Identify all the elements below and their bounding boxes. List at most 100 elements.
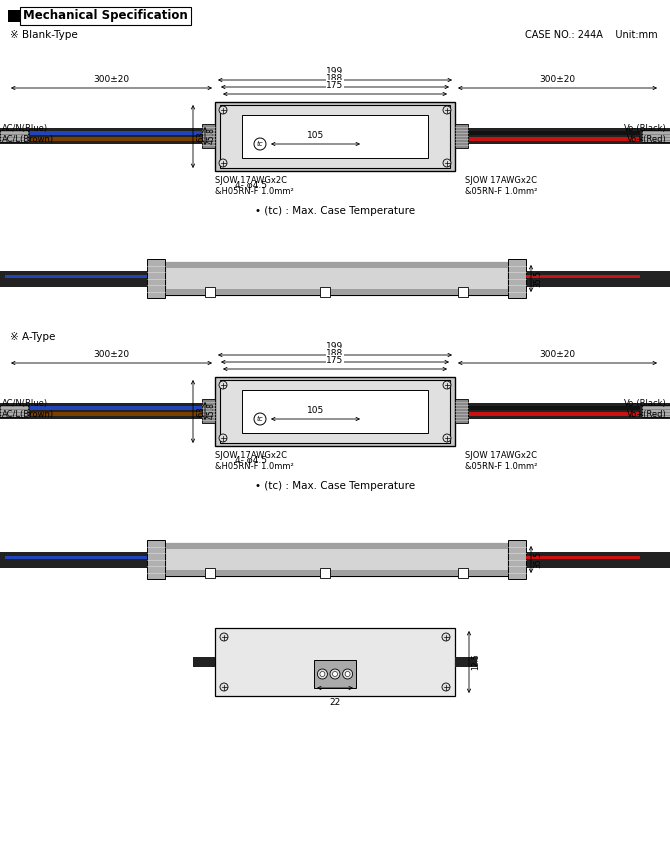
Text: • (tc) : Max. Case Temperature: • (tc) : Max. Case Temperature <box>255 206 415 216</box>
Bar <box>526 551 670 567</box>
Text: AC/N(Blue)
AC/L(Brown): AC/N(Blue) AC/L(Brown) <box>2 399 54 419</box>
Bar <box>202 124 215 148</box>
Text: 188: 188 <box>326 74 344 83</box>
Bar <box>0 403 202 419</box>
Bar <box>468 128 670 144</box>
Text: SJOW 17AWGx2C
&H05RN-F 1.0mm²: SJOW 17AWGx2C &H05RN-F 1.0mm² <box>215 451 293 471</box>
Bar <box>458 568 468 578</box>
Bar <box>202 399 215 423</box>
Circle shape <box>220 633 228 641</box>
Circle shape <box>342 669 352 679</box>
Text: 105: 105 <box>307 131 324 140</box>
Text: 199: 199 <box>326 67 344 76</box>
Bar <box>165 289 508 295</box>
Bar <box>30 412 202 415</box>
Circle shape <box>219 381 227 389</box>
Bar <box>5 555 147 559</box>
Text: tc: tc <box>257 141 263 147</box>
Bar <box>468 137 640 140</box>
Text: tc: tc <box>257 416 263 422</box>
Circle shape <box>330 669 340 679</box>
Bar <box>0 551 147 567</box>
Text: 175: 175 <box>326 81 344 90</box>
Text: Vo-(Black)
Vo+(Red): Vo-(Black) Vo+(Red) <box>624 124 667 144</box>
Text: SJOW 17AWGx2C
&05RN-F 1.0mm²: SJOW 17AWGx2C &05RN-F 1.0mm² <box>465 451 537 471</box>
Text: 300±20: 300±20 <box>539 75 576 84</box>
Circle shape <box>320 672 325 677</box>
Text: 300±20: 300±20 <box>93 75 129 84</box>
Circle shape <box>442 633 450 641</box>
Circle shape <box>442 683 450 691</box>
Text: 63: 63 <box>196 131 205 142</box>
Text: 63: 63 <box>196 406 205 417</box>
Bar <box>468 406 640 409</box>
Circle shape <box>443 159 451 167</box>
Bar <box>165 570 508 576</box>
Circle shape <box>219 434 227 442</box>
Bar <box>8 10 20 22</box>
Text: SJOW 17AWGx2C
&05RN-F 1.0mm²: SJOW 17AWGx2C &05RN-F 1.0mm² <box>465 176 537 196</box>
Bar <box>193 657 215 667</box>
Bar <box>455 399 468 423</box>
Bar <box>314 660 356 688</box>
Circle shape <box>219 106 227 114</box>
Bar <box>242 390 428 433</box>
Bar <box>320 568 330 578</box>
Bar <box>458 287 468 297</box>
Text: 4- φ4.5: 4- φ4.5 <box>235 181 267 190</box>
Circle shape <box>254 413 266 425</box>
Text: 35.5: 35.5 <box>533 551 542 568</box>
Text: 188: 188 <box>326 349 344 358</box>
Bar <box>320 287 330 297</box>
Circle shape <box>345 672 350 677</box>
Text: 45.8: 45.8 <box>207 403 216 419</box>
Text: • (tc) : Max. Case Temperature: • (tc) : Max. Case Temperature <box>255 481 415 491</box>
Text: 175: 175 <box>326 356 344 365</box>
Circle shape <box>318 669 328 679</box>
Text: Mechanical Specification: Mechanical Specification <box>23 9 188 23</box>
Bar <box>215 377 455 446</box>
Bar <box>526 555 640 559</box>
Bar <box>220 380 450 443</box>
Bar <box>215 102 455 171</box>
Bar <box>220 105 450 168</box>
Text: ※ Blank-Type: ※ Blank-Type <box>10 30 78 40</box>
Bar <box>642 405 670 417</box>
Circle shape <box>443 381 451 389</box>
Bar <box>468 412 640 415</box>
Text: 300±20: 300±20 <box>93 350 129 359</box>
Bar <box>165 262 508 295</box>
Bar <box>0 130 28 142</box>
Text: SJOW 17AWGx2C
&H05RN-F 1.0mm²: SJOW 17AWGx2C &H05RN-F 1.0mm² <box>215 176 293 196</box>
Text: Vo-(Black)
Vo+(Red): Vo-(Black) Vo+(Red) <box>624 399 667 419</box>
Circle shape <box>254 138 266 150</box>
Text: 45.8: 45.8 <box>207 127 216 144</box>
Bar <box>30 137 202 140</box>
Bar <box>165 543 508 576</box>
Text: 22: 22 <box>330 698 340 707</box>
Circle shape <box>443 434 451 442</box>
Bar <box>455 657 477 667</box>
Bar <box>0 128 202 144</box>
Bar <box>30 406 202 409</box>
Bar <box>165 262 508 268</box>
Bar <box>30 131 202 134</box>
Text: 12.5: 12.5 <box>471 653 480 670</box>
Text: ※ A-Type: ※ A-Type <box>10 332 56 342</box>
Bar <box>508 540 526 579</box>
Bar <box>468 403 670 419</box>
Bar <box>0 270 147 286</box>
Bar <box>5 274 147 278</box>
Circle shape <box>220 683 228 691</box>
Text: 105: 105 <box>307 406 324 415</box>
Bar <box>526 270 670 286</box>
Bar <box>468 131 640 134</box>
Bar <box>205 287 215 297</box>
Circle shape <box>443 106 451 114</box>
Bar <box>455 124 468 148</box>
Text: 300±20: 300±20 <box>539 350 576 359</box>
Text: 35.5: 35.5 <box>533 270 542 287</box>
Bar <box>165 543 508 549</box>
Bar <box>526 274 640 278</box>
Bar <box>508 259 526 298</box>
